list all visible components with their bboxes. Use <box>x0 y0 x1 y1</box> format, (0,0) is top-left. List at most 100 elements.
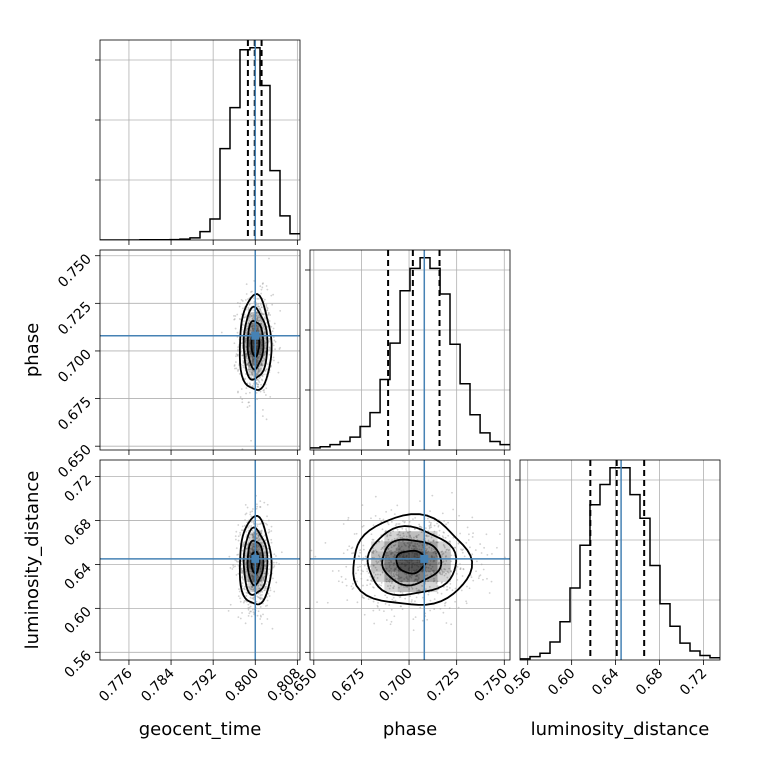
sample-point <box>443 546 446 549</box>
sample-point <box>257 305 259 308</box>
sample-point <box>241 577 244 579</box>
ylabel-luminosity-distance: luminosity_distance <box>22 471 43 650</box>
sample-point <box>256 537 259 540</box>
sample-point <box>356 601 359 604</box>
density-cell <box>255 365 259 377</box>
sample-point <box>267 551 270 554</box>
density-cell <box>251 322 256 334</box>
sample-point <box>386 521 389 524</box>
sample-point <box>432 580 435 583</box>
density-cell <box>244 562 249 573</box>
sample-point <box>267 363 269 366</box>
sample-point <box>247 368 250 371</box>
sample-point <box>425 534 428 537</box>
xticklabel-luminosity-distance-4: 0.72 <box>677 666 710 699</box>
sample-point <box>448 607 451 610</box>
sample-point <box>259 331 262 333</box>
sample-point <box>264 560 266 563</box>
sample-point <box>359 551 362 554</box>
sample-point <box>442 611 445 614</box>
sample-point <box>267 519 270 522</box>
sample-point <box>408 520 411 523</box>
sample-point <box>427 535 430 538</box>
sample-point <box>387 580 390 583</box>
sample-point <box>241 300 244 302</box>
sample-point <box>412 629 415 632</box>
sample-point <box>459 532 461 535</box>
sample-point <box>372 550 375 552</box>
sample-point <box>264 344 266 347</box>
sample-point <box>264 369 267 372</box>
sample-point <box>236 355 239 357</box>
sample-point <box>418 589 421 592</box>
truth-marker-geocent-time-vs-phase <box>251 331 260 340</box>
density-cell <box>262 572 266 582</box>
sample-point <box>243 543 245 545</box>
sample-point <box>380 584 382 587</box>
sample-point <box>401 592 404 594</box>
sample-point <box>369 583 372 585</box>
sample-point <box>360 569 363 572</box>
density-cell <box>397 581 411 593</box>
sample-point <box>241 571 244 574</box>
sample-point <box>234 327 237 330</box>
sample-point <box>433 579 436 582</box>
sample-point <box>442 544 445 546</box>
sample-point <box>263 354 266 356</box>
sample-point <box>250 585 253 588</box>
sample-point <box>394 599 397 602</box>
sample-point <box>239 531 242 534</box>
density-cell <box>255 355 259 366</box>
sample-point <box>426 517 429 520</box>
sample-point <box>244 377 247 380</box>
sample-point <box>244 519 246 521</box>
sample-point <box>266 288 269 291</box>
sample-point <box>259 317 262 320</box>
density-cell <box>262 322 266 334</box>
sample-point <box>443 568 446 570</box>
sample-point <box>475 570 477 573</box>
sample-point <box>264 587 267 590</box>
density-cell <box>424 561 438 572</box>
sample-point <box>279 309 282 312</box>
sample-point <box>241 560 243 563</box>
sample-point <box>250 525 253 527</box>
sample-point <box>244 316 247 318</box>
sample-point <box>415 536 418 539</box>
sample-point <box>411 599 413 601</box>
sample-point <box>236 302 239 304</box>
sample-point <box>262 578 265 580</box>
sample-point <box>251 597 254 600</box>
sample-point <box>247 608 250 611</box>
sample-point <box>260 529 263 532</box>
xticklabel-geocent-time-0: 0.776 <box>96 665 136 705</box>
sample-point <box>393 575 395 577</box>
sample-point <box>241 354 244 357</box>
sample-point <box>232 564 235 567</box>
sample-point <box>259 308 262 311</box>
sample-point <box>258 320 260 323</box>
sample-point <box>249 572 252 575</box>
contour-geocent-time-vs-luminosity-distance-3 <box>238 514 273 606</box>
sample-point <box>255 531 258 533</box>
sample-point <box>243 316 246 319</box>
sample-point <box>262 409 264 411</box>
sample-point <box>264 351 267 354</box>
sample-point <box>412 618 415 621</box>
sample-point <box>263 331 266 334</box>
sample-point <box>441 512 444 515</box>
sample-point <box>428 521 431 523</box>
sample-point <box>415 596 418 599</box>
sample-point <box>262 282 264 285</box>
sample-point <box>374 495 377 498</box>
sample-point <box>393 544 396 547</box>
sample-point <box>252 538 255 541</box>
sample-point <box>392 573 395 575</box>
sample-point <box>248 304 251 306</box>
sample-point <box>241 567 243 570</box>
sample-point <box>280 551 283 554</box>
sample-point <box>248 373 251 376</box>
sample-point <box>395 573 397 576</box>
sample-point <box>337 580 340 583</box>
sample-point <box>250 615 253 618</box>
